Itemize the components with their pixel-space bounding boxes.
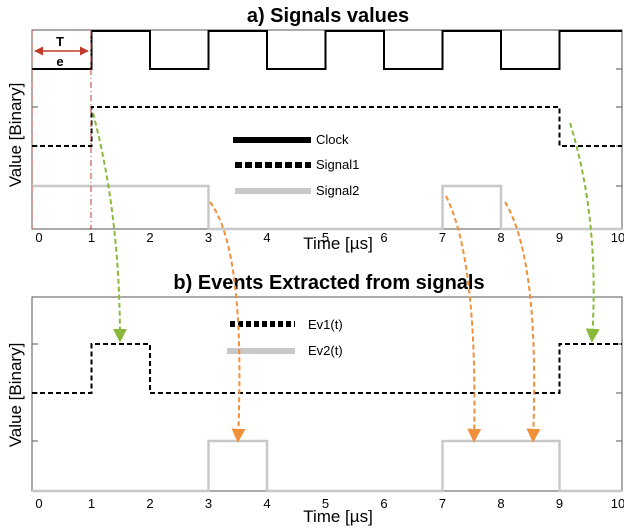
- x-tick-label: 4: [263, 496, 270, 511]
- x-tick-label: 7: [439, 496, 446, 511]
- series-line-signal2: [32, 184, 622, 231]
- x-tick-label: 9: [556, 496, 563, 511]
- panel-a: a) Signals values Value [Binary] Time [µ…: [6, 5, 624, 253]
- x-tick-label: 7: [439, 230, 446, 245]
- connector-arrows: [92, 112, 600, 443]
- arrow-orange-3: [504, 201, 541, 443]
- panel-b: b) Events Extracted from signals Value […: [6, 272, 624, 526]
- panel-a-ylabel: Value [Binary]: [6, 83, 25, 188]
- arrow-green-2: [569, 122, 600, 343]
- x-tick-label: 8: [497, 230, 504, 245]
- legend-label-signal1: Signal1: [316, 157, 359, 172]
- arrow-green-1: [92, 112, 127, 343]
- x-tick-label: 1: [88, 230, 95, 245]
- panel-b-title: b) Events Extracted from signals: [173, 272, 484, 294]
- x-tick-label: 4: [263, 230, 270, 245]
- x-tick-label: 10: [611, 230, 624, 245]
- panel-b-xticks: 0 1 2 3 4 5 6 7 8 9 10: [35, 496, 624, 511]
- x-tick-label: 3: [205, 496, 212, 511]
- x-tick-label: 1: [88, 496, 95, 511]
- x-tick-label: 2: [146, 230, 153, 245]
- te-label-bottom: e: [56, 54, 63, 69]
- legend-label-signal2: Signal2: [316, 183, 359, 198]
- x-tick-label: 5: [322, 496, 329, 511]
- legend-label-ev2: Ev2(t): [308, 343, 343, 358]
- x-tick-label: 9: [556, 230, 563, 245]
- x-tick-label: 6: [380, 496, 387, 511]
- x-tick-label: 2: [146, 496, 153, 511]
- panel-a-series: [32, 30, 622, 231]
- arrow-orange-2: [445, 195, 482, 443]
- panel-a-title: a) Signals values: [247, 5, 409, 27]
- x-tick-label: 6: [380, 230, 387, 245]
- series-line-ev1-t: [32, 343, 622, 394]
- panel-b-ylabel: Value [Binary]: [6, 343, 25, 448]
- series-line-signal1: [32, 106, 622, 147]
- x-tick-label: 5: [322, 230, 329, 245]
- series-line-ev2-t: [32, 439, 622, 493]
- legend-label-clock: Clock: [316, 132, 349, 147]
- x-tick-label: 10: [611, 496, 624, 511]
- series-line-clock: [32, 30, 622, 70]
- panel-b-legend: Ev1(t) Ev2(t): [227, 317, 343, 358]
- x-tick-label: 8: [497, 496, 504, 511]
- x-tick-label: 3: [205, 230, 212, 245]
- panel-a-xticks: 0 1 2 3 4 5 6 7 8 9 10: [35, 230, 624, 245]
- panel-a-frame: [31, 29, 623, 230]
- panel-b-xlabel: Time [µs]: [303, 507, 373, 526]
- arrow-orange-1: [209, 201, 246, 443]
- x-tick-label: 0: [35, 496, 42, 511]
- te-label-top: T: [56, 34, 64, 49]
- panel-a-legend: Clock Signal1 Signal2: [233, 132, 359, 198]
- panel-a-xlabel: Time [µs]: [303, 234, 373, 253]
- legend-label-ev1: Ev1(t): [308, 317, 343, 332]
- x-tick-label: 0: [35, 230, 42, 245]
- panel-b-series: [32, 343, 622, 493]
